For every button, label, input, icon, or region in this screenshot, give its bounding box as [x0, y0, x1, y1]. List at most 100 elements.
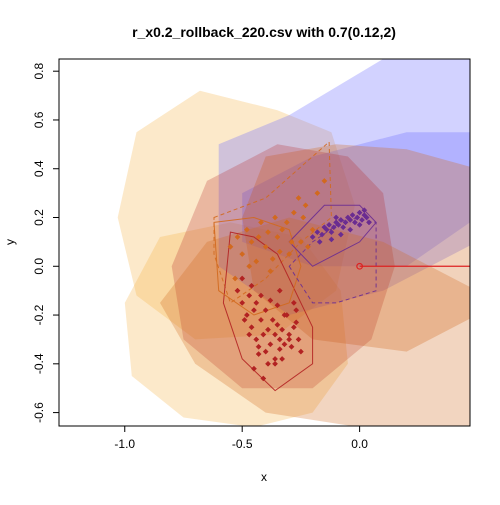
data-point-s0-32 — [269, 316, 276, 323]
data-point-s0-20 — [293, 307, 300, 314]
data-point-s2-5 — [326, 221, 333, 228]
data-point-s0-9 — [262, 348, 269, 355]
data-point-s0-11 — [267, 341, 274, 348]
data-point-s1-9 — [272, 214, 279, 221]
data-point-s0-21 — [295, 336, 302, 343]
data-point-s0-33 — [272, 331, 279, 338]
data-point-s2-2 — [319, 231, 325, 238]
data-point-s2-22 — [366, 219, 372, 226]
data-point-s0-35 — [276, 346, 283, 353]
region-3 — [242, 132, 470, 267]
data-point-s0-4 — [248, 324, 255, 331]
hull-2 — [213, 216, 302, 316]
data-point-s2-6 — [328, 229, 335, 236]
data-point-s0-39 — [290, 299, 297, 306]
data-point-s1-26 — [288, 238, 295, 245]
data-point-s0-14 — [276, 336, 283, 343]
data-point-s2-19 — [359, 216, 365, 223]
data-point-s0-31 — [265, 360, 271, 367]
data-point-s1-19 — [232, 275, 239, 282]
data-point-s0-19 — [290, 324, 297, 331]
data-point-s1-8 — [267, 268, 274, 275]
data-point-s1-16 — [309, 226, 316, 233]
data-point-s0-38 — [286, 336, 293, 343]
y-axis-label: y — [3, 239, 17, 245]
region-layer — [117, 59, 470, 426]
plot-frame — [58, 58, 471, 427]
data-point-s2-28 — [361, 207, 368, 214]
y-tick-label-7: 0.8 — [32, 63, 46, 80]
data-point-s1-12 — [286, 251, 293, 258]
y-tick-label-3: 0.0 — [32, 258, 46, 275]
data-point-s1-11 — [279, 226, 286, 233]
region-0 — [117, 90, 355, 340]
data-point-s0-13 — [274, 321, 281, 328]
data-point-s2-24 — [328, 236, 335, 243]
data-point-s2-4 — [323, 226, 330, 233]
data-point-s0-43 — [260, 375, 267, 382]
data-point-s1-4 — [248, 238, 255, 245]
data-point-s2-12 — [342, 219, 349, 226]
data-point-s1-29 — [304, 243, 311, 250]
data-point-s1-22 — [265, 229, 271, 236]
hull-4 — [288, 216, 377, 304]
data-point-s0-30 — [262, 307, 269, 314]
origin-layer — [356, 262, 470, 270]
data-point-s1-3 — [243, 226, 250, 233]
y-tick-label-0: -0.6 — [32, 402, 46, 423]
data-point-s0-41 — [250, 365, 257, 372]
data-point-s1-14 — [297, 238, 304, 245]
data-point-s0-27 — [253, 299, 260, 306]
data-point-s0-26 — [248, 282, 255, 289]
data-point-s0-46 — [276, 287, 283, 294]
data-point-s2-27 — [356, 221, 363, 228]
data-point-s1-15 — [302, 202, 309, 209]
data-point-s2-23 — [316, 238, 323, 245]
data-point-s1-5 — [253, 258, 260, 265]
data-point-s2-11 — [340, 224, 347, 231]
data-point-s1-17 — [314, 190, 321, 197]
data-point-s2-17 — [354, 214, 361, 221]
data-point-s2-25 — [337, 231, 344, 238]
y-tick-label-1: -0.4 — [32, 353, 46, 374]
data-point-s0-40 — [293, 319, 300, 326]
data-point-s0-10 — [265, 326, 271, 333]
region-1 — [124, 222, 348, 426]
hull-3 — [288, 204, 377, 267]
x-tick-label-2: 0.0 — [351, 437, 368, 451]
data-point-s2-26 — [347, 226, 354, 233]
data-point-s1-25 — [283, 219, 290, 226]
data-point-s0-1 — [239, 299, 246, 306]
data-point-s1-13 — [290, 209, 297, 216]
y-axis: -0.6 -0.4 -0.2 0.0 0.2 0.4 0.6 0.8 — [32, 63, 59, 423]
data-point-s0-2 — [243, 312, 250, 319]
data-point-s0-25 — [246, 331, 253, 338]
data-point-s0-12 — [272, 360, 279, 367]
data-point-s1-18 — [321, 177, 328, 184]
data-point-s0-7 — [258, 316, 264, 323]
data-point-s0-24 — [241, 316, 248, 323]
y-tick-label-5: 0.4 — [32, 160, 46, 177]
data-point-s1-21 — [255, 234, 262, 240]
data-point-s0-0 — [234, 287, 241, 294]
data-point-s2-15 — [349, 212, 356, 219]
chart-title: r_x0.2_rollback_220.csv with 0.7(0.12,2) — [132, 24, 396, 40]
origin-marker — [356, 262, 364, 270]
x-axis: -1.0 -0.5 0.0 — [114, 426, 368, 451]
data-point-s0-3 — [246, 292, 253, 299]
data-point-s1-6 — [258, 219, 264, 226]
data-point-s2-14 — [347, 216, 354, 223]
data-point-s2-10 — [337, 216, 344, 223]
data-point-s0-47 — [281, 341, 288, 348]
data-point-s1-7 — [262, 243, 269, 250]
data-point-s0-42 — [255, 351, 262, 358]
region-6 — [160, 217, 470, 426]
data-point-s2-29 — [333, 214, 340, 221]
data-point-s0-28 — [255, 343, 262, 350]
data-point-s0-37 — [283, 312, 290, 319]
data-point-s1-0 — [227, 243, 234, 250]
data-point-s0-34 — [274, 302, 281, 309]
data-point-s1-2 — [239, 251, 246, 258]
